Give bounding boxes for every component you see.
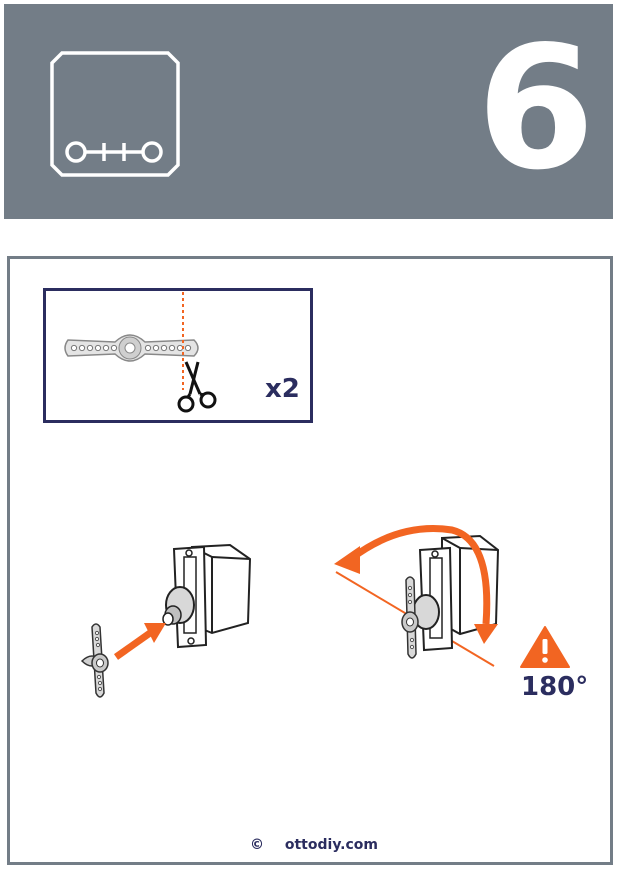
servo-attach-illustration	[80, 543, 252, 698]
cut-instruction-box	[43, 288, 313, 423]
otto-logo	[50, 51, 180, 177]
website-link[interactable]: ottodiy.com	[284, 837, 378, 853]
rotation-angle-label: 180°	[521, 672, 589, 702]
servo-rotate-illustration	[334, 525, 500, 667]
header-banner: 6	[4, 4, 613, 219]
scissors-icon	[177, 361, 217, 413]
step-number: 6	[476, 10, 595, 208]
footer-credit: © ottodiy.com	[250, 837, 378, 853]
quantity-label: x2	[265, 374, 300, 404]
instruction-panel	[7, 256, 613, 865]
servo-horn-cut-illustration	[64, 292, 199, 390]
warning-icon	[520, 626, 570, 668]
copyright-symbol: ©	[250, 837, 264, 853]
